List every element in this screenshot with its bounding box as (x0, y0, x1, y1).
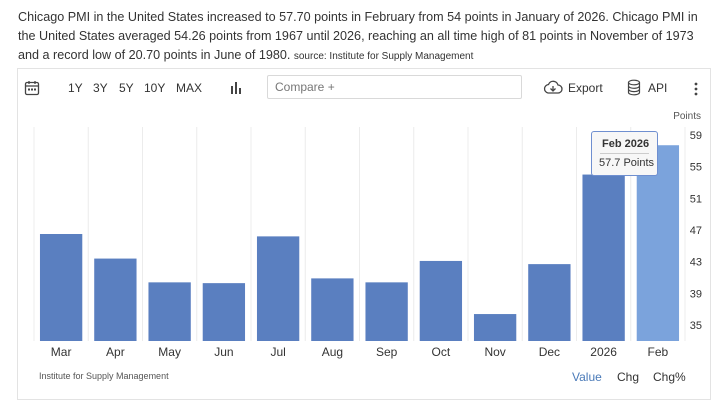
bar-aug[interactable] (311, 278, 354, 341)
chart-description: Chicago PMI in the United States increas… (18, 8, 708, 66)
x-tick-label: Nov (484, 345, 505, 359)
bar-jul[interactable] (256, 236, 300, 341)
x-tick-label: Dec (539, 345, 560, 359)
bar-nov[interactable] (473, 314, 517, 341)
x-tick-label: Oct (432, 345, 451, 359)
bar-oct[interactable] (419, 260, 463, 341)
database-icon (627, 79, 641, 101)
y-axis-title: Points (673, 111, 701, 122)
y-tick-label: 47 (690, 225, 702, 237)
api-label: API (648, 81, 668, 95)
x-tick-label: Sep (376, 345, 398, 359)
bar-feb[interactable] (636, 145, 680, 341)
y-tick-label: 39 (690, 288, 702, 300)
x-tick-label: Feb (648, 345, 669, 359)
export-label: Export (568, 81, 603, 95)
cloud-download-icon (543, 80, 563, 101)
bar-apr[interactable] (94, 258, 137, 341)
x-tick-label: Apr (106, 345, 125, 359)
tooltip-value: 57.7 Points (599, 157, 655, 169)
more-options-icon[interactable] (693, 82, 699, 101)
description-source: source: Institute for Supply Management (293, 51, 474, 62)
bar-jun[interactable] (202, 283, 246, 341)
chart-type-icon[interactable] (229, 81, 243, 100)
x-tick-label: Aug (322, 345, 343, 359)
bar-2026[interactable] (582, 174, 625, 341)
range-10y-button[interactable]: 10Y (144, 81, 166, 95)
y-tick-label: 35 (690, 320, 702, 332)
y-tick-label: 59 (690, 130, 702, 142)
range-1y-button[interactable]: 1Y (68, 81, 83, 95)
x-tick-label: 2026 (590, 345, 617, 359)
chart-panel: 1Y 3Y 5Y 10Y MAX Compare + Export (17, 68, 711, 400)
range-max-button[interactable]: MAX (176, 81, 203, 95)
y-tick-label: 51 (690, 193, 702, 205)
x-tick-label: Jul (270, 345, 285, 359)
bar-dec[interactable] (528, 264, 571, 341)
bar-may[interactable] (148, 282, 191, 341)
change-mode-button[interactable]: Chg (617, 370, 640, 384)
description-text: Chicago PMI in the United States increas… (18, 10, 698, 62)
y-tick-label: 55 (690, 162, 702, 174)
x-tick-label: Mar (51, 345, 72, 359)
compare-input[interactable]: Compare + (267, 75, 522, 99)
chart-tooltip: Feb 2026 57.7 Points (591, 131, 658, 176)
value-mode-button[interactable]: Value (572, 370, 602, 384)
x-tick-label: May (158, 345, 181, 359)
range-5y-button[interactable]: 5Y (119, 81, 134, 95)
x-tick-label: Jun (214, 345, 233, 359)
y-tick-label: 43 (690, 257, 702, 269)
tooltip-title: Feb 2026 (602, 138, 650, 150)
bar-sep[interactable] (365, 282, 408, 341)
change-percent-mode-button[interactable]: Chg% (653, 370, 686, 384)
footer-source: Institute for Supply Management (39, 371, 169, 381)
calendar-icon[interactable] (24, 80, 40, 101)
chart-toolbar: 1Y 3Y 5Y 10Y MAX Compare + Export (18, 69, 710, 107)
range-3y-button[interactable]: 3Y (93, 81, 108, 95)
bar-chart: Mar Apr May Jun Jul Aug Sep Oct Nov Dec 2026 Feb 35 3… (33, 111, 702, 359)
tooltip-divider (600, 153, 649, 154)
bar-mar[interactable] (39, 234, 83, 341)
